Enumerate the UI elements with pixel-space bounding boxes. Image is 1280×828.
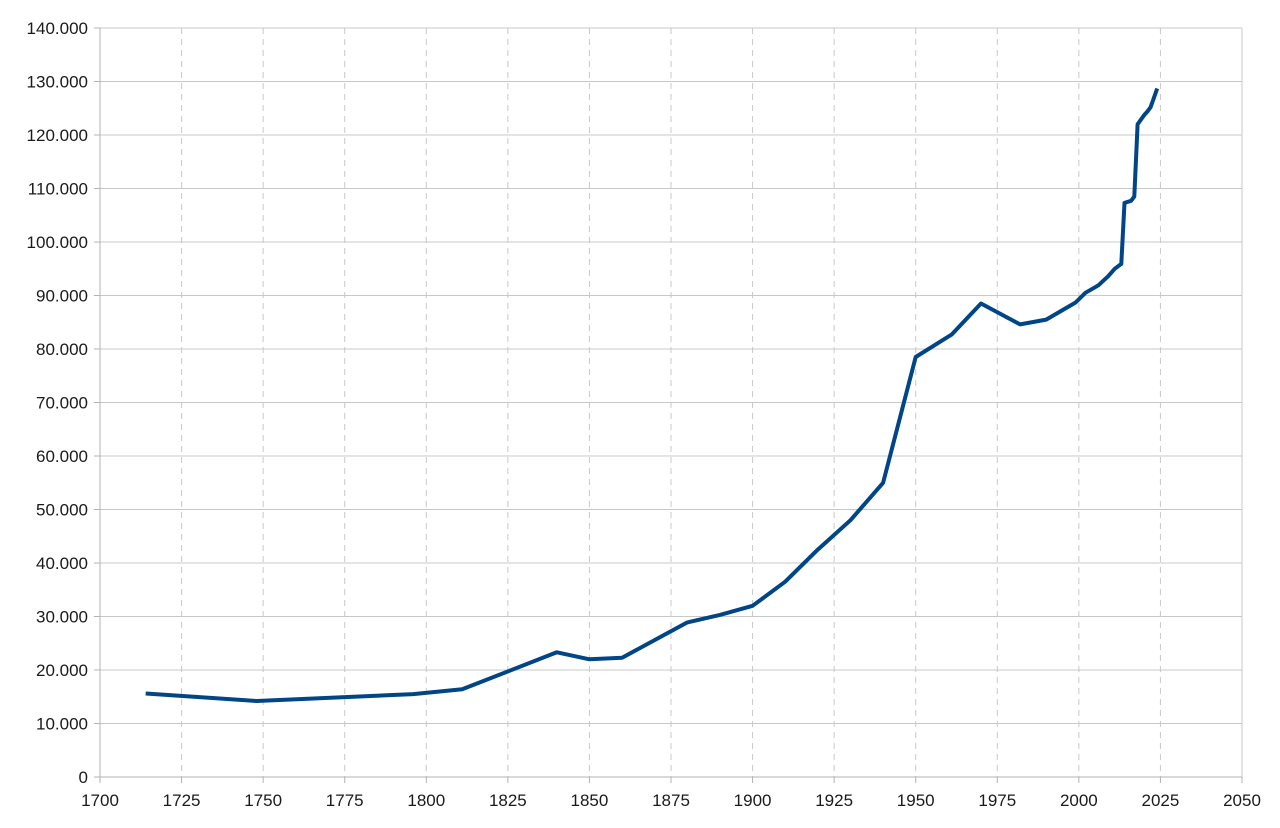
data-point bbox=[718, 613, 722, 617]
data-point bbox=[587, 657, 591, 661]
y-tick-label: 50.000 bbox=[36, 501, 88, 520]
y-tick-label: 60.000 bbox=[36, 447, 88, 466]
series bbox=[144, 86, 1160, 703]
y-axis-ticks: 0 10.000 20.000 30.000 40.000 50.000 60.000 70.… bbox=[27, 19, 100, 787]
data-point bbox=[1142, 113, 1146, 117]
x-tick-label: 1925 bbox=[815, 791, 853, 810]
y-tick-label: 40.000 bbox=[36, 554, 88, 573]
data-point bbox=[411, 692, 415, 696]
x-tick-label: 1750 bbox=[244, 791, 282, 810]
data-point bbox=[1119, 262, 1123, 266]
y-tick-label: 100.000 bbox=[27, 233, 88, 252]
data-point bbox=[751, 604, 755, 608]
data-point bbox=[816, 548, 820, 552]
data-point bbox=[1074, 300, 1078, 304]
data-point bbox=[914, 355, 918, 359]
data-point bbox=[1136, 122, 1140, 126]
data-point bbox=[685, 620, 689, 624]
data-point bbox=[1096, 283, 1100, 287]
x-tick-label: 1800 bbox=[407, 791, 445, 810]
data-point bbox=[144, 692, 148, 696]
data-point bbox=[1018, 322, 1022, 326]
x-tick-label: 1775 bbox=[326, 791, 364, 810]
data-point bbox=[1132, 195, 1136, 199]
y-tick-label: 70.000 bbox=[36, 394, 88, 413]
data-point bbox=[979, 302, 983, 306]
data-point bbox=[460, 687, 464, 691]
x-tick-label: 2025 bbox=[1142, 791, 1180, 810]
data-point bbox=[1155, 86, 1159, 90]
data-point bbox=[255, 699, 259, 703]
data-point bbox=[1113, 267, 1117, 271]
data-point bbox=[1123, 201, 1127, 205]
y-tick-label: 30.000 bbox=[36, 608, 88, 627]
y-tick-label: 10.000 bbox=[36, 715, 88, 734]
data-point bbox=[783, 580, 787, 584]
data-point bbox=[555, 650, 559, 654]
x-tick-label: 1975 bbox=[978, 791, 1016, 810]
series-line bbox=[145, 87, 1160, 703]
x-tick-label: 1700 bbox=[81, 791, 119, 810]
x-tick-label: 2000 bbox=[1060, 791, 1098, 810]
y-tick-label: 20.000 bbox=[36, 661, 88, 680]
data-point bbox=[848, 518, 852, 522]
x-tick-label: 1900 bbox=[734, 791, 772, 810]
data-point bbox=[1129, 199, 1133, 203]
x-tick-label: 1950 bbox=[897, 791, 935, 810]
x-tick-label: 1875 bbox=[652, 791, 690, 810]
data-point bbox=[1083, 291, 1087, 295]
x-axis-ticks: 1700 1725 1750 1775 1800 1825 1850 1875 1900 1925… bbox=[81, 777, 1261, 810]
y-tick-label: 140.000 bbox=[27, 19, 88, 38]
data-point bbox=[620, 656, 624, 660]
x-tick-label: 1850 bbox=[571, 791, 609, 810]
y-tick-label: 90.000 bbox=[36, 287, 88, 306]
y-tick-label: 80.000 bbox=[36, 340, 88, 359]
y-tick-label: 0 bbox=[79, 768, 88, 787]
data-point bbox=[950, 333, 954, 337]
x-tick-label: 1725 bbox=[163, 791, 201, 810]
y-tick-label: 130.000 bbox=[27, 73, 88, 92]
y-tick-label: 120.000 bbox=[27, 126, 88, 145]
y-tick-label: 110.000 bbox=[28, 180, 88, 199]
x-tick-label: 1825 bbox=[489, 791, 527, 810]
x-tick-label: 2050 bbox=[1223, 791, 1261, 810]
data-point bbox=[881, 481, 885, 485]
data-point bbox=[1149, 105, 1153, 109]
data-point bbox=[1145, 109, 1149, 113]
data-point bbox=[1044, 318, 1048, 322]
data-point bbox=[1106, 274, 1110, 278]
grid bbox=[100, 27, 1242, 777]
